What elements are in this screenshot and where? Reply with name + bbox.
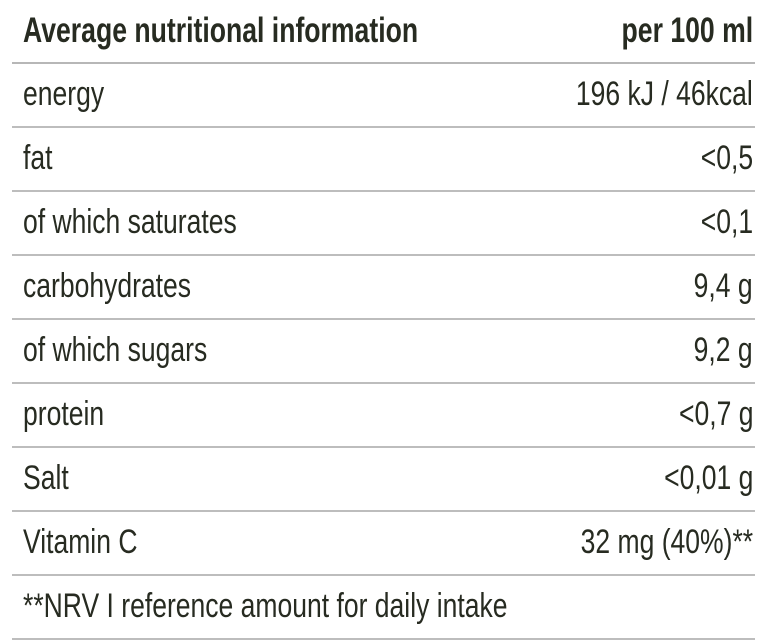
table-row-salt: Salt <0,01 g	[12, 448, 755, 512]
nutrient-label: energy	[23, 75, 105, 114]
table-row-saturates: of which saturates <0,1	[12, 192, 755, 256]
nutrient-label: Vitamin C	[23, 523, 138, 562]
table-row-fat: fat <0,5	[12, 128, 755, 192]
table-row-sugars: of which sugars 9,2 g	[12, 320, 755, 384]
nutrient-label: carbohydrates	[23, 267, 192, 306]
column-header-per-100ml: per 100 ml	[621, 10, 753, 50]
nutrient-label: fat	[23, 139, 53, 178]
table-title: Average nutritional information	[23, 10, 419, 50]
nutrient-label: of which sugars	[23, 331, 208, 370]
table-row-protein: protein <0,7 g	[12, 384, 755, 448]
nutrient-value: 9,4 g	[694, 267, 753, 306]
table-row-vitamin-c: Vitamin C 32 mg (40%)**	[12, 512, 755, 576]
table-footnote-row: **NRV I reference amount for daily intak…	[12, 576, 755, 640]
nutrient-value: <0,1	[700, 203, 753, 242]
nutrient-value: <0,01 g	[663, 459, 753, 498]
table-row-energy: energy 196 kJ / 46kcal	[12, 64, 755, 128]
nutrient-label: of which saturates	[23, 203, 237, 242]
table-row-carbohydrates: carbohydrates 9,4 g	[12, 256, 755, 320]
nutrient-label: protein	[23, 395, 105, 434]
nrv-footnote: **NRV I reference amount for daily intak…	[23, 587, 508, 626]
nutrient-value: 32 mg (40%)**	[580, 523, 753, 562]
nutrient-label: Salt	[23, 459, 69, 498]
nutrient-value: <0,5	[700, 139, 753, 178]
nutrient-value: <0,7 g	[678, 395, 753, 434]
nutrient-value: 196 kJ / 46kcal	[576, 75, 753, 114]
table-header-row: Average nutritional information per 100 …	[12, 0, 755, 64]
nutrient-value: 9,2 g	[694, 331, 753, 370]
nutrition-table: Average nutritional information per 100 …	[12, 0, 755, 640]
